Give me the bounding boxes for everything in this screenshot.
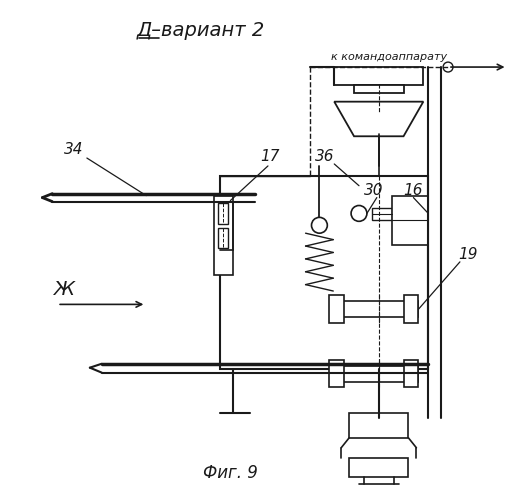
Bar xyxy=(354,85,404,93)
Text: 19: 19 xyxy=(458,248,478,262)
Bar xyxy=(221,176,428,368)
Bar xyxy=(330,296,344,323)
Text: к командоаппарату: к командоаппарату xyxy=(331,52,447,62)
Text: Фиг. 9: Фиг. 9 xyxy=(203,464,258,481)
Bar xyxy=(349,413,408,438)
Bar xyxy=(339,366,418,382)
Bar xyxy=(334,67,423,85)
Bar xyxy=(391,196,428,245)
Text: Д–вариант 2: Д–вариант 2 xyxy=(136,21,265,40)
Bar xyxy=(218,202,229,224)
Bar xyxy=(372,208,391,220)
Text: 34: 34 xyxy=(64,142,84,156)
Text: 30: 30 xyxy=(364,183,384,198)
Bar xyxy=(214,196,233,274)
Bar xyxy=(339,302,418,317)
Bar xyxy=(330,360,344,388)
Bar xyxy=(218,228,229,248)
Text: 36: 36 xyxy=(315,148,334,164)
Bar xyxy=(404,296,418,323)
Bar xyxy=(404,360,418,388)
Text: Ж: Ж xyxy=(53,280,75,299)
Bar xyxy=(349,458,408,477)
Text: 17: 17 xyxy=(260,148,280,164)
Text: 16: 16 xyxy=(404,183,423,198)
Polygon shape xyxy=(334,102,423,136)
